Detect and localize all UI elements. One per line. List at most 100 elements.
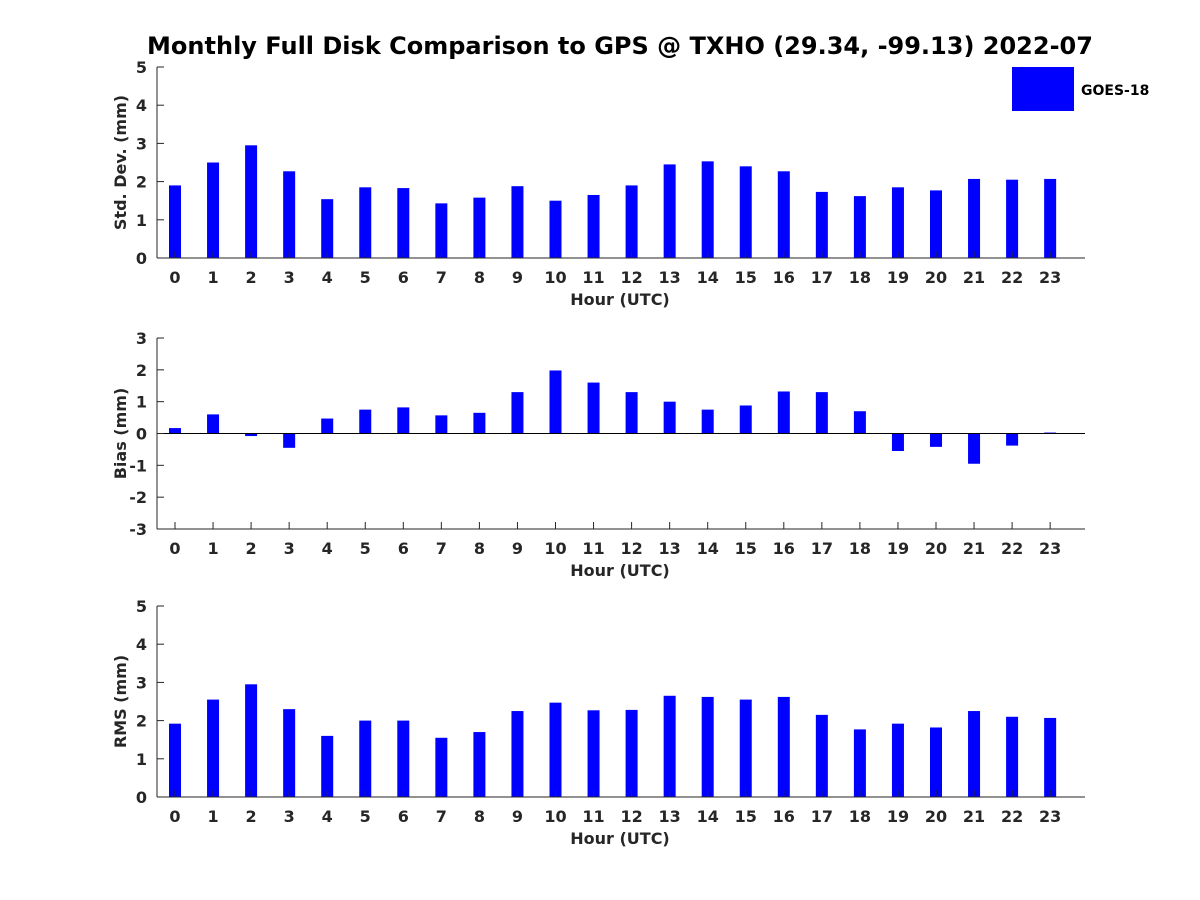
x-tick-label-1-14: 14	[697, 268, 719, 287]
y-tick-label-2--2: -2	[129, 488, 147, 507]
x-axis-label-1: Hour (UTC)	[570, 290, 670, 309]
y-tick-label-2-3: 3	[136, 329, 147, 348]
x-tick-label-1-1: 1	[207, 268, 218, 287]
x-tick-label-3-18: 18	[849, 807, 871, 826]
bar-2-8	[473, 412, 486, 434]
bar-2-4	[321, 418, 334, 434]
x-tick-label-2-1: 1	[207, 539, 218, 558]
y-tick-label-1-4: 4	[136, 96, 147, 115]
bar-2-10	[549, 370, 562, 434]
x-tick-label-3-1: 1	[207, 807, 218, 826]
x-tick-label-3-6: 6	[398, 807, 409, 826]
x-tick-label-1-21: 21	[963, 268, 985, 287]
bar-2-22	[1006, 433, 1019, 446]
x-tick-label-3-2: 2	[246, 807, 257, 826]
x-tick-label-3-22: 22	[1001, 807, 1023, 826]
x-tick-label-1-6: 6	[398, 268, 409, 287]
bar-2-14	[701, 409, 714, 434]
x-tick-label-3-23: 23	[1039, 807, 1061, 826]
x-tick-label-1-2: 2	[246, 268, 257, 287]
x-tick-label-2-2: 2	[246, 539, 257, 558]
bar-1-11	[587, 194, 600, 258]
x-tick-label-3-20: 20	[925, 807, 947, 826]
x-tick-label-3-19: 19	[887, 807, 909, 826]
y-tick-label-2-1: 1	[136, 393, 147, 412]
x-tick-label-3-17: 17	[811, 807, 833, 826]
x-tick-label-2-15: 15	[735, 539, 757, 558]
x-tick-label-3-13: 13	[659, 807, 681, 826]
y-tick-label-1-3: 3	[136, 134, 147, 153]
x-tick-label-2-3: 3	[284, 539, 295, 558]
bar-1-18	[853, 196, 866, 258]
bar-2-6	[397, 407, 410, 434]
bar-2-17	[815, 392, 828, 434]
bar-3-11	[587, 710, 600, 797]
bar-2-5	[359, 409, 372, 434]
bar-1-9	[511, 186, 524, 258]
bar-3-18	[853, 729, 866, 797]
bar-1-19	[891, 187, 904, 258]
bar-1-14	[701, 161, 714, 258]
bar-3-8	[473, 732, 486, 797]
x-tick-label-1-18: 18	[849, 268, 871, 287]
bar-1-12	[625, 185, 638, 258]
legend-swatch	[1012, 67, 1074, 111]
y-tick-label-3-4: 4	[136, 635, 147, 654]
bar-2-13	[663, 401, 676, 434]
x-tick-label-1-15: 15	[735, 268, 757, 287]
x-tick-label-2-8: 8	[474, 539, 485, 558]
y-tick-label-1-1: 1	[136, 211, 147, 230]
bar-1-8	[473, 197, 486, 258]
x-tick-label-3-3: 3	[284, 807, 295, 826]
x-tick-label-1-0: 0	[169, 268, 180, 287]
bar-3-9	[511, 711, 524, 797]
x-tick-label-2-6: 6	[398, 539, 409, 558]
x-tick-label-3-21: 21	[963, 807, 985, 826]
bar-1-2	[245, 145, 258, 258]
legend: GOES-18	[1012, 67, 1149, 111]
bar-3-17	[815, 714, 828, 797]
x-tick-label-3-16: 16	[773, 807, 795, 826]
y-tick-label-3-5: 5	[136, 597, 147, 616]
y-tick-label-2-0: 0	[136, 425, 147, 444]
bar-2-0	[169, 428, 181, 434]
x-tick-label-1-17: 17	[811, 268, 833, 287]
bar-2-20	[930, 433, 942, 447]
x-tick-label-1-9: 9	[512, 268, 523, 287]
bar-3-5	[359, 720, 372, 797]
bar-3-23	[1044, 717, 1057, 797]
x-tick-label-1-5: 5	[360, 268, 371, 287]
x-tick-label-3-0: 0	[169, 807, 180, 826]
bar-3-13	[663, 695, 676, 797]
x-tick-label-3-8: 8	[474, 807, 485, 826]
bar-1-23	[1044, 178, 1057, 258]
y-axis-label-3: RMS (mm)	[111, 655, 130, 748]
bar-3-14	[701, 696, 714, 797]
x-tick-label-2-17: 17	[811, 539, 833, 558]
y-axis-label-1: Std. Dev. (mm)	[111, 95, 130, 230]
x-tick-label-2-16: 16	[773, 539, 795, 558]
x-tick-label-1-13: 13	[659, 268, 681, 287]
x-tick-label-2-13: 13	[659, 539, 681, 558]
x-tick-label-2-4: 4	[322, 539, 333, 558]
x-tick-label-3-9: 9	[512, 807, 523, 826]
bar-3-21	[968, 711, 981, 797]
x-tick-label-3-12: 12	[620, 807, 642, 826]
x-tick-label-1-4: 4	[322, 268, 333, 287]
y-tick-label-2--1: -1	[129, 456, 147, 475]
x-tick-label-3-11: 11	[582, 807, 604, 826]
x-tick-label-2-12: 12	[620, 539, 642, 558]
x-axis-label-2: Hour (UTC)	[570, 561, 670, 580]
y-tick-label-3-0: 0	[136, 788, 147, 807]
bar-2-21	[968, 433, 981, 464]
bar-1-10	[549, 200, 562, 258]
bar-2-9	[511, 392, 524, 434]
x-tick-label-3-7: 7	[436, 807, 447, 826]
x-tick-label-3-4: 4	[322, 807, 333, 826]
x-tick-label-3-14: 14	[697, 807, 719, 826]
y-tick-label-3-1: 1	[136, 750, 147, 769]
bar-3-12	[625, 709, 638, 797]
